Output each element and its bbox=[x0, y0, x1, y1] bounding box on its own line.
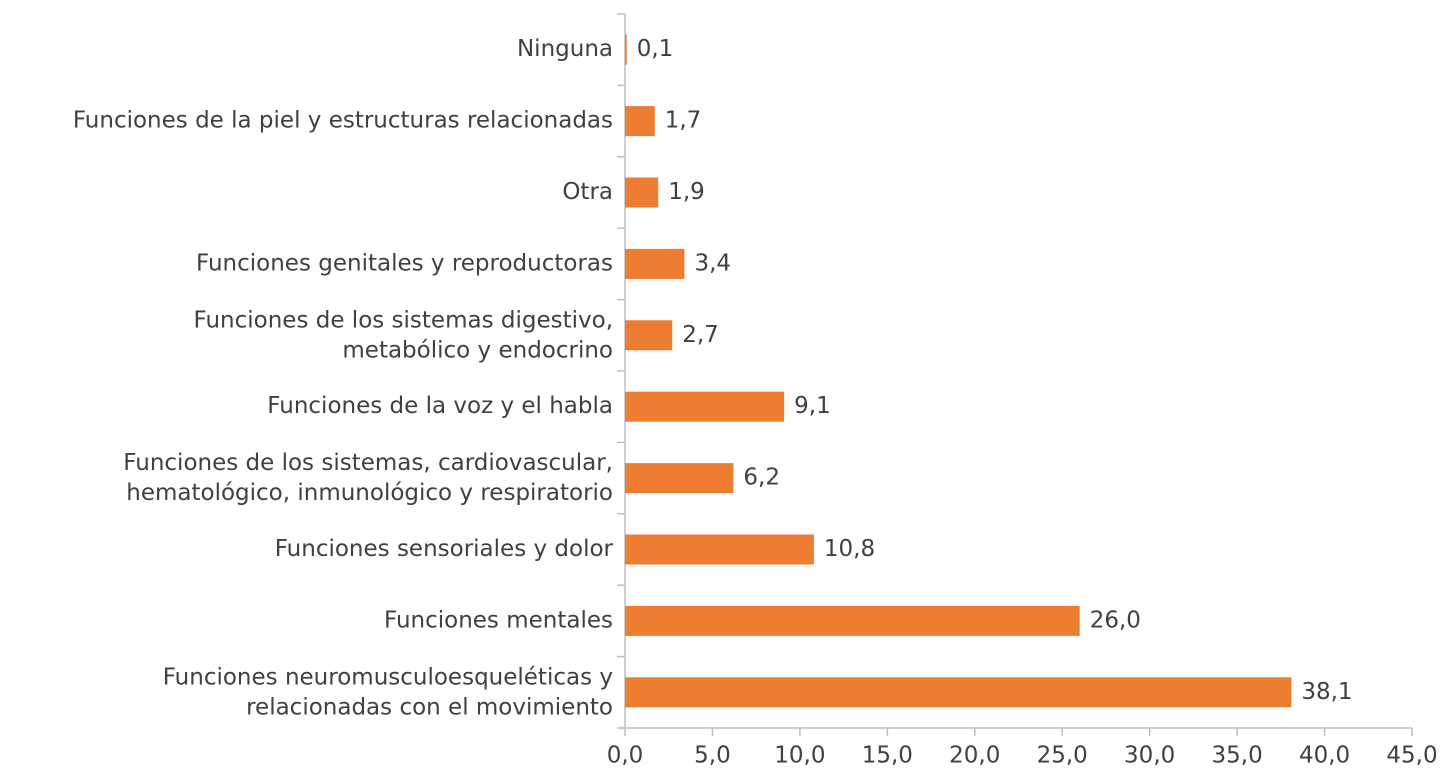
bar bbox=[625, 605, 1080, 636]
y-tick-label: Funciones de los sistemas digestivo, meta… bbox=[193, 307, 613, 363]
value-label: 38,1 bbox=[1301, 679, 1352, 705]
value-label: 26,0 bbox=[1090, 607, 1141, 633]
bar bbox=[625, 320, 673, 351]
bar bbox=[625, 534, 814, 565]
y-tick-label: Otra bbox=[562, 179, 613, 205]
y-tick-label: Funciones sensoriales y dolor bbox=[275, 536, 614, 562]
value-label: 9,1 bbox=[794, 393, 831, 419]
x-tick-label: 0,0 bbox=[607, 743, 644, 769]
y-tick-label: Funciones de la piel y estructuras relac… bbox=[73, 108, 613, 134]
x-tick-label: 35,0 bbox=[1212, 743, 1263, 769]
bar bbox=[625, 463, 734, 494]
bar bbox=[625, 248, 685, 279]
value-label: 3,4 bbox=[694, 250, 731, 276]
bar bbox=[625, 34, 627, 65]
value-label: 6,2 bbox=[743, 465, 780, 491]
x-tick-label: 5,0 bbox=[694, 743, 731, 769]
x-tick-label: 10,0 bbox=[774, 743, 825, 769]
bar bbox=[625, 391, 785, 422]
x-tick-label: 20,0 bbox=[949, 743, 1000, 769]
value-label: 10,8 bbox=[824, 536, 875, 562]
value-label: 1,9 bbox=[668, 179, 705, 205]
value-label: 1,7 bbox=[665, 108, 702, 134]
y-tick-label: Funciones neuromusculoesqueléticas y rela… bbox=[163, 664, 613, 720]
x-tick-label: 30,0 bbox=[1124, 743, 1175, 769]
bar bbox=[625, 177, 659, 208]
value-label: 2,7 bbox=[682, 322, 719, 348]
y-tick-label: Funciones de los sistemas, cardiovascula… bbox=[123, 450, 613, 506]
y-tick-label: Ninguna bbox=[517, 36, 613, 62]
y-tick-label: Funciones mentales bbox=[384, 607, 613, 633]
bar bbox=[625, 106, 655, 137]
bar bbox=[625, 677, 1292, 708]
x-tick-label: 25,0 bbox=[1037, 743, 1088, 769]
y-tick-label: Funciones genitales y reproductoras bbox=[196, 250, 613, 276]
y-tick-label: Funciones de la voz y el habla bbox=[267, 393, 613, 419]
value-label: 0,1 bbox=[637, 36, 674, 62]
x-tick-label: 45,0 bbox=[1386, 743, 1437, 769]
x-tick-label: 40,0 bbox=[1299, 743, 1350, 769]
x-tick-label: 15,0 bbox=[862, 743, 913, 769]
